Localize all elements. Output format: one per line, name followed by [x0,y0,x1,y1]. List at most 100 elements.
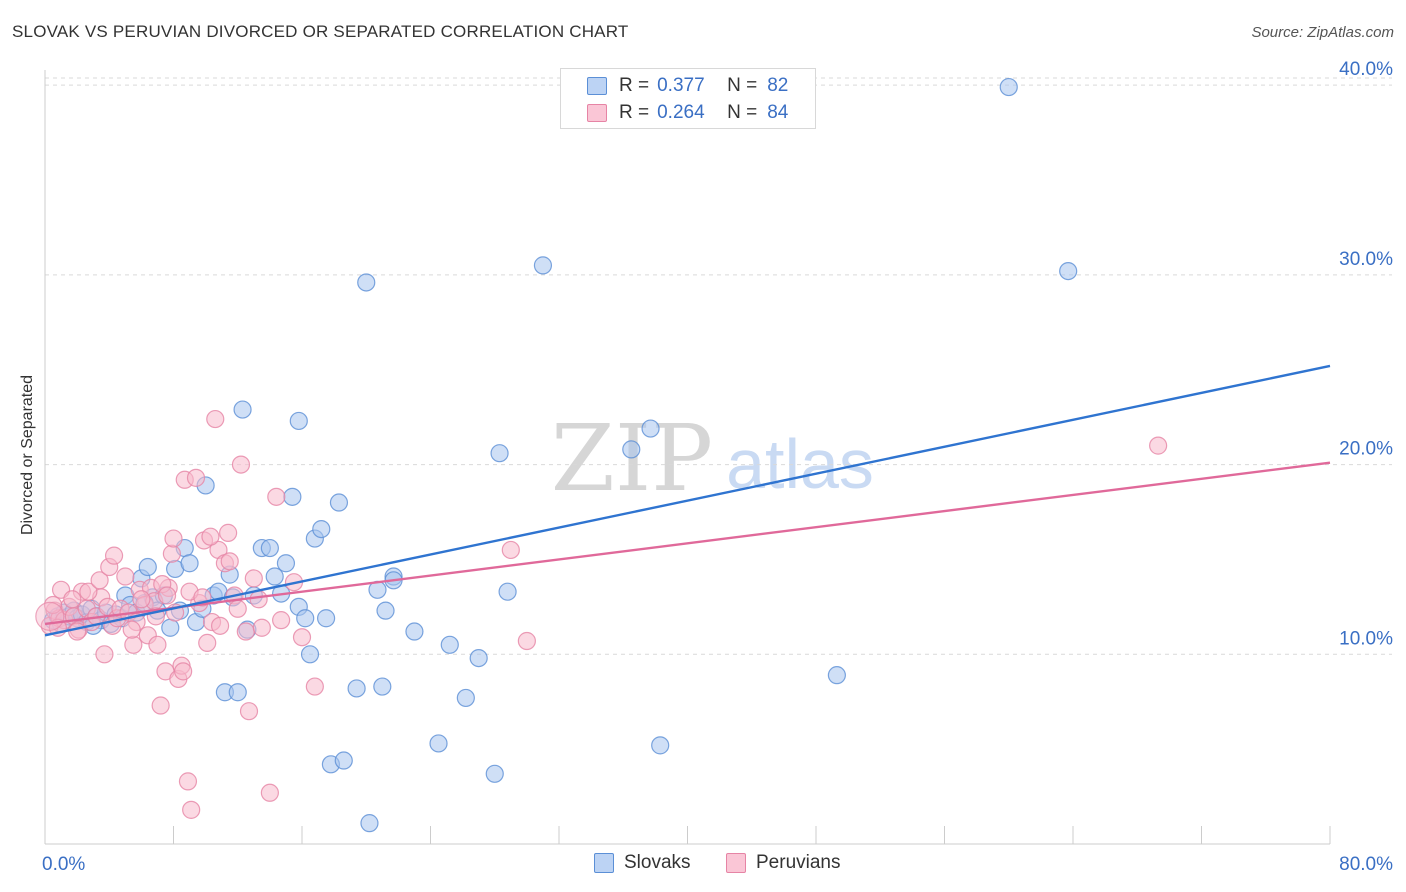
slovak-point [376,601,395,620]
legend-swatch-slovaks [587,77,607,95]
gridlines [45,77,1392,655]
peruvian-point [206,409,225,429]
legend-label-peruvians: Peruvians [756,852,841,873]
y-tick-label: 30.0% [1339,249,1393,270]
peruvian-point [252,618,271,637]
slovak-point [490,444,509,463]
legend-row-peruvians: R = 0.264 N = 84 [587,101,788,125]
slovak-point [312,519,331,539]
slovak-point [233,400,252,419]
peruvian-point [305,677,324,696]
watermark-zip: ZIP [551,405,713,512]
peruvian-point [68,622,87,641]
legend-row-slovaks: R = 0.377 N = 82 [587,74,788,98]
slovak-point [999,77,1018,97]
peruvian-point [198,633,217,653]
slovak-point [360,814,379,833]
legend-label-slovaks: Slovaks [624,852,691,873]
peruvian-point [236,622,255,641]
peruvian-point [116,567,135,586]
peruvians-trend-line [44,461,1331,626]
peruvian-point [272,611,291,630]
peruvian-point [79,582,98,601]
source-label: Source: ZipAtlas.com [1251,24,1394,41]
slovak-point [622,440,641,459]
peruvian-point [63,590,82,609]
peruvian-point [148,635,167,654]
stats-legend: R = 0.377 N = 82 R = 0.264 N = 84 [560,68,816,129]
slovak-point [440,635,459,654]
peruvian-point [151,696,170,715]
legend-r-value-slovaks: 0.377 [657,75,705,96]
peruvian-point [228,599,247,618]
slovak-point [228,683,247,702]
slovak-point [827,666,846,685]
slovak-point [161,618,180,637]
peruvian-point [164,529,183,548]
peruvian-point [260,783,279,802]
slovak-point [334,751,353,770]
legend-swatch-peruvians [587,104,607,122]
y-tick-label: 10.0% [1339,628,1393,649]
slovak-point [289,411,308,431]
slovak-point [498,582,517,601]
slovak-point [533,256,553,275]
peruvian-point [231,455,251,474]
peruvian-point [1149,436,1168,455]
peruvian-point [219,523,238,542]
slovak-point [138,557,157,577]
legend-swatch-slovaks [594,853,614,873]
slovak-point [329,493,349,512]
peruvian-point [132,590,151,609]
slovak-point [180,554,199,573]
peruvian-point [182,800,201,819]
legend-n-value-peruvians: 84 [767,102,789,123]
peruvian-point [501,540,520,560]
peruvian-point [174,662,193,681]
peruvian-point [517,631,536,651]
slovak-point [456,688,475,708]
legend-r-label: R = [619,102,650,123]
peruvian-point [186,468,206,487]
watermark-atlas: atlas [726,425,874,503]
slovak-point [357,273,376,292]
tick-labels: 10.0% 20.0% 30.0% 40.0% 0.0% 80.0% [42,59,1393,875]
slovak-point [260,538,279,558]
peruvian-point [244,569,263,588]
slovak-point [283,487,302,506]
legend-item-slovaks[interactable]: Slovaks [594,852,691,874]
legend-item-peruvians[interactable]: Peruvians [726,852,841,874]
peruvian-point [220,552,239,571]
slovak-point [276,554,296,573]
slovak-point [641,419,660,438]
y-tick-label: 40.0% [1339,59,1393,80]
legend-r-value-peruvians: 0.264 [657,102,705,123]
slovak-point [405,622,424,641]
slovak-point [469,648,488,668]
watermark: ZIP atlas [551,405,874,512]
axes [44,70,1331,845]
series-legend: Slovaks Peruvians [0,852,1406,878]
chart-title: SLOVAK VS PERUVIAN DIVORCED OR SEPARATED… [12,22,629,41]
peruvian-point [249,590,268,609]
slovak-point [316,609,336,628]
slovak-point [485,764,504,783]
slovak-point [265,567,284,586]
legend-r-label: R = [619,75,650,96]
peruvian-point [210,616,230,635]
legend-n-label: N = [727,75,758,96]
peruvian-point [162,544,181,563]
slovak-point [300,645,320,664]
legend-n-label: N = [727,102,758,123]
x-tick-label: 80.0% [1339,854,1393,875]
y-tick-label: 20.0% [1339,439,1393,460]
legend-swatch-peruvians [726,853,746,873]
peruvian-point [124,635,143,654]
peruvian-point [43,595,63,615]
slovak-point [1059,261,1078,281]
slovak-point [347,679,366,698]
peruvian-point [178,772,198,791]
peruvian-point [267,487,286,506]
peruvian-point [157,586,177,605]
x-tick-label: 0.0% [42,854,85,875]
